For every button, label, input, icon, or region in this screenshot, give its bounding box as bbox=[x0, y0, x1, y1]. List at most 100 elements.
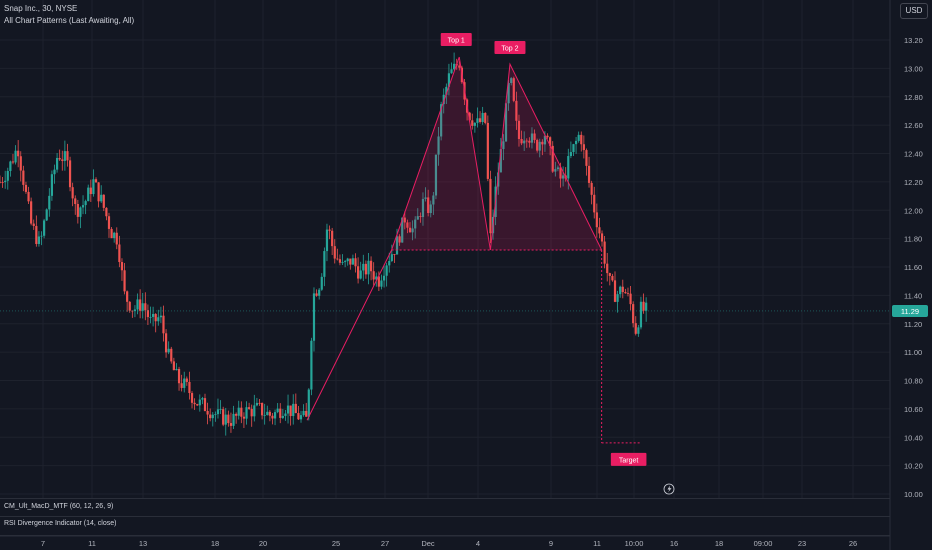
candle-body bbox=[346, 258, 349, 262]
candle-body bbox=[499, 149, 502, 173]
candle-body bbox=[167, 348, 170, 353]
pane-separator[interactable] bbox=[0, 516, 890, 517]
candle-body bbox=[476, 118, 479, 123]
candle-body bbox=[68, 160, 72, 188]
candle-body bbox=[349, 258, 352, 265]
candle-body bbox=[6, 170, 9, 181]
candle-body bbox=[629, 293, 632, 305]
candle-body bbox=[403, 217, 406, 223]
candle-body bbox=[331, 230, 334, 247]
top1-label[interactable]: Top 1 bbox=[440, 33, 472, 46]
candle-body bbox=[471, 120, 474, 126]
candle-body bbox=[437, 136, 440, 155]
candle-body bbox=[284, 413, 287, 416]
candle-body bbox=[421, 198, 425, 218]
candle-body bbox=[136, 299, 139, 310]
candle-body bbox=[585, 150, 588, 166]
candle-body bbox=[216, 409, 220, 415]
candle-body bbox=[447, 73, 451, 87]
currency-button[interactable]: USD bbox=[900, 3, 928, 19]
candle-body bbox=[32, 223, 35, 226]
candle-body bbox=[616, 294, 619, 302]
candle-body bbox=[258, 402, 261, 404]
candle-body bbox=[162, 315, 165, 334]
candle-body bbox=[289, 405, 292, 417]
candle-body bbox=[97, 182, 100, 202]
pane-separator[interactable] bbox=[0, 498, 890, 499]
candle-body bbox=[341, 262, 344, 263]
candle-body bbox=[543, 135, 547, 145]
candle-body bbox=[209, 414, 212, 419]
rsi-pane-label[interactable]: RSI Divergence Indicator (14, close) bbox=[4, 520, 117, 527]
candle-body bbox=[351, 258, 355, 265]
y-tick-label: 13.20 bbox=[904, 36, 923, 45]
candle-body bbox=[58, 157, 61, 160]
pane-separator[interactable] bbox=[0, 535, 890, 536]
pattern-fill-top2 bbox=[490, 64, 602, 250]
candle-body bbox=[626, 293, 630, 295]
candle-body bbox=[1, 182, 4, 183]
y-tick-label: 12.20 bbox=[904, 178, 923, 187]
candle-body bbox=[172, 361, 175, 371]
candle-body bbox=[248, 407, 251, 409]
x-tick-label: 16 bbox=[670, 539, 678, 548]
candle-body bbox=[645, 302, 648, 311]
target-label[interactable]: Target bbox=[610, 452, 647, 466]
candle-body bbox=[315, 293, 318, 296]
top2-label[interactable]: Top 2 bbox=[494, 41, 526, 54]
candle-body bbox=[416, 216, 419, 220]
candle-body bbox=[395, 236, 399, 255]
candle-body bbox=[35, 225, 38, 244]
y-tick-label: 10.20 bbox=[904, 462, 923, 471]
candle-body bbox=[408, 227, 412, 233]
y-tick-label: 13.00 bbox=[904, 64, 923, 73]
y-tick-label: 11.20 bbox=[904, 320, 922, 329]
last-price-text: 11.29 bbox=[901, 307, 919, 316]
candle-body bbox=[110, 228, 113, 239]
candle-body bbox=[434, 154, 438, 196]
candle-body bbox=[517, 120, 521, 139]
candle-body bbox=[152, 313, 155, 317]
candle-body bbox=[473, 122, 476, 126]
candle-body bbox=[359, 270, 362, 279]
candle-body bbox=[520, 138, 523, 144]
y-tick-label: 11.40 bbox=[904, 291, 922, 300]
candle-body bbox=[4, 180, 7, 183]
candle-body bbox=[227, 414, 230, 424]
candle-body bbox=[424, 197, 427, 199]
candle-body bbox=[580, 134, 583, 145]
candle-body bbox=[154, 313, 157, 322]
candle-body bbox=[572, 144, 575, 153]
last-price-badge bbox=[892, 304, 928, 317]
lightning-icon[interactable] bbox=[663, 483, 675, 495]
candle-body bbox=[613, 280, 617, 302]
candle-body bbox=[502, 141, 505, 150]
candle-body bbox=[611, 275, 614, 281]
x-tick-label: 4 bbox=[476, 539, 480, 548]
candle-body bbox=[419, 216, 422, 218]
candle-body bbox=[11, 161, 15, 163]
candle-body bbox=[388, 260, 391, 266]
candle-body bbox=[128, 301, 131, 311]
candle-body bbox=[211, 414, 214, 419]
y-tick-label: 10.60 bbox=[904, 405, 923, 414]
lightning-circle bbox=[663, 483, 675, 495]
candle-body bbox=[559, 167, 562, 179]
candle-body bbox=[582, 144, 585, 151]
candle-body bbox=[9, 161, 12, 171]
target-label-text: Target bbox=[619, 457, 639, 464]
time-axis: 7 11 13 18 20 25 27 Dec 4 9 11 10:00 16 18 09:00 23 26 bbox=[0, 535, 890, 548]
candle-body bbox=[214, 414, 217, 415]
candle-body bbox=[113, 232, 116, 239]
candle-body bbox=[22, 170, 25, 185]
candle-body bbox=[115, 232, 118, 245]
candle-body bbox=[525, 140, 528, 142]
candle-body bbox=[318, 289, 321, 296]
y-tick-label: 12.80 bbox=[904, 93, 923, 102]
candle-body bbox=[354, 258, 357, 267]
candle-body bbox=[139, 299, 142, 311]
macd-pane-label[interactable]: CM_Ult_MacD_MTF (60, 12, 26, 9) bbox=[4, 503, 114, 510]
candle-body bbox=[242, 416, 246, 419]
candle-body bbox=[40, 235, 43, 237]
